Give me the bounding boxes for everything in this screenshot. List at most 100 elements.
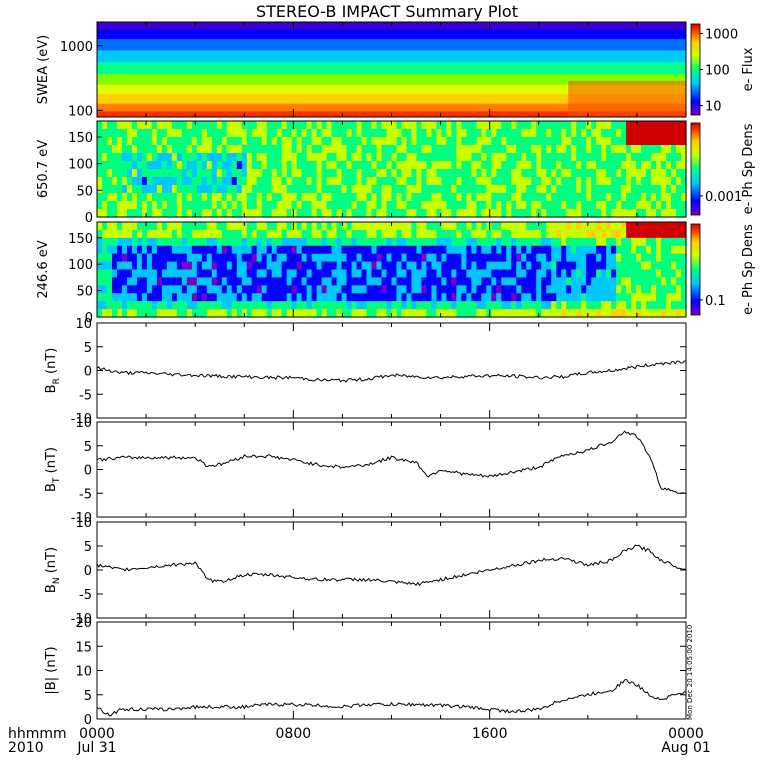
spectrogram-cell xyxy=(101,277,108,286)
spectrogram-cell xyxy=(321,121,328,130)
spectrogram-cell xyxy=(361,121,368,130)
spectrogram-cell xyxy=(556,177,562,186)
spectrogram-cell xyxy=(561,269,567,279)
spectrogram-cell xyxy=(571,137,577,146)
spectrogram-cell xyxy=(366,201,373,210)
spectrogram-cell xyxy=(491,222,497,231)
spectrogram-cell xyxy=(406,253,413,263)
spectrogram-cell xyxy=(251,129,258,138)
spectrogram-cell xyxy=(111,177,118,186)
spectrogram-cell xyxy=(236,261,243,271)
spectrogram-cell xyxy=(126,222,133,231)
spectrogram-cell xyxy=(256,121,263,130)
spectrogram-cell xyxy=(576,153,582,162)
spectrogram-cell xyxy=(121,301,128,310)
spectrogram-cell xyxy=(416,209,423,218)
spectrogram-cell xyxy=(571,169,577,178)
spectrogram-cell xyxy=(561,309,567,318)
spectrogram-cell xyxy=(191,261,198,271)
spectrogram-cell xyxy=(371,293,378,302)
spectrogram-cell xyxy=(546,261,552,271)
spectrogram-cell xyxy=(366,177,373,186)
spectrogram-cell xyxy=(436,145,443,154)
spectrogram-cell xyxy=(211,269,218,279)
y-axis-label-part: (nT) xyxy=(44,547,59,577)
spectrogram-cell xyxy=(161,253,168,263)
spectrogram-cell xyxy=(596,161,602,170)
spectrogram-cell xyxy=(241,169,248,178)
spectrogram-cell xyxy=(236,285,243,294)
spectrogram-cell xyxy=(681,285,687,294)
spectrogram-cell xyxy=(186,285,193,294)
spectrogram-cell xyxy=(591,222,597,231)
spectrogram-cell xyxy=(466,309,472,318)
spectrogram-cell xyxy=(176,137,183,146)
spectrogram-cell xyxy=(376,222,383,231)
spectrogram-cell xyxy=(676,137,682,146)
spectrogram-cell xyxy=(131,185,138,194)
spectrogram-cell xyxy=(516,121,522,130)
spectrogram-cell xyxy=(121,261,128,271)
spectrogram-cell xyxy=(211,222,218,231)
spectrogram-cell xyxy=(566,169,572,178)
spectrogram-cell xyxy=(601,193,607,202)
spectrogram-cell xyxy=(556,137,562,146)
spectrogram-cell xyxy=(326,129,333,138)
spectrogram-cell xyxy=(566,209,572,218)
spectrogram-cell xyxy=(596,201,602,210)
spectrogram-cell xyxy=(576,185,582,194)
spectrogram-cell xyxy=(511,222,517,231)
spectrogram-cell xyxy=(666,309,672,318)
spectrogram-cell xyxy=(381,185,388,194)
spectrogram-cell xyxy=(421,121,428,130)
spectrogram-cell xyxy=(291,237,298,247)
y-tick-label: -5 xyxy=(79,487,92,502)
spectrogram-cell xyxy=(286,301,293,310)
spectrogram-cell xyxy=(666,193,672,202)
spectrogram-cell xyxy=(446,253,452,263)
spectrogram-cell xyxy=(661,253,667,263)
spectrogram-cell xyxy=(181,201,188,210)
spectrogram-cell xyxy=(201,145,208,154)
spectrogram-cell xyxy=(576,253,582,263)
spectrogram-cell xyxy=(341,129,348,138)
spectrogram-cell xyxy=(436,222,443,231)
spectrogram-cell xyxy=(156,285,163,294)
spectrogram-cell xyxy=(556,253,562,263)
spectrogram-cell xyxy=(306,293,313,302)
spectrogram-cell xyxy=(216,293,223,302)
spectrogram-cell xyxy=(396,229,403,239)
spectrogram-cell xyxy=(126,285,133,294)
spectrogram-cell xyxy=(216,201,223,210)
spectrogram-cell xyxy=(146,222,153,231)
spectrogram-cell xyxy=(321,293,328,302)
spectrogram-cell xyxy=(641,161,647,170)
spectrogram-cell xyxy=(521,193,527,202)
spectrogram-cell xyxy=(106,193,113,202)
spectrogram-cell xyxy=(501,301,507,310)
spectrogram-cell xyxy=(451,293,457,302)
spectrogram-cell xyxy=(481,269,487,279)
spectrogram-cell xyxy=(356,285,363,294)
spectrogram-cell xyxy=(531,269,537,279)
spectrogram-cell xyxy=(256,301,263,310)
spectrogram-cell xyxy=(361,193,368,202)
spectrogram-cell xyxy=(301,293,308,302)
spectrogram-cell xyxy=(666,153,672,162)
spectrogram-cell xyxy=(496,129,502,138)
spectrogram-cell xyxy=(291,137,298,146)
spectrogram-cell xyxy=(251,261,258,271)
spectrogram-cell xyxy=(381,253,388,263)
spectrogram-cell xyxy=(261,245,268,255)
spectrogram-cell xyxy=(401,177,408,186)
spectrogram-cell xyxy=(341,237,348,247)
spectrogram-cell xyxy=(656,121,662,130)
spectrogram-cell xyxy=(401,137,408,146)
spectrogram-cell xyxy=(286,145,293,154)
spectrogram-cell xyxy=(181,261,188,271)
spectrogram-cell xyxy=(261,193,268,202)
spectrogram-cell xyxy=(516,161,522,170)
spectrogram-cell xyxy=(606,277,612,286)
spectrogram-cell xyxy=(151,245,158,255)
spectrogram-cell xyxy=(281,245,288,255)
